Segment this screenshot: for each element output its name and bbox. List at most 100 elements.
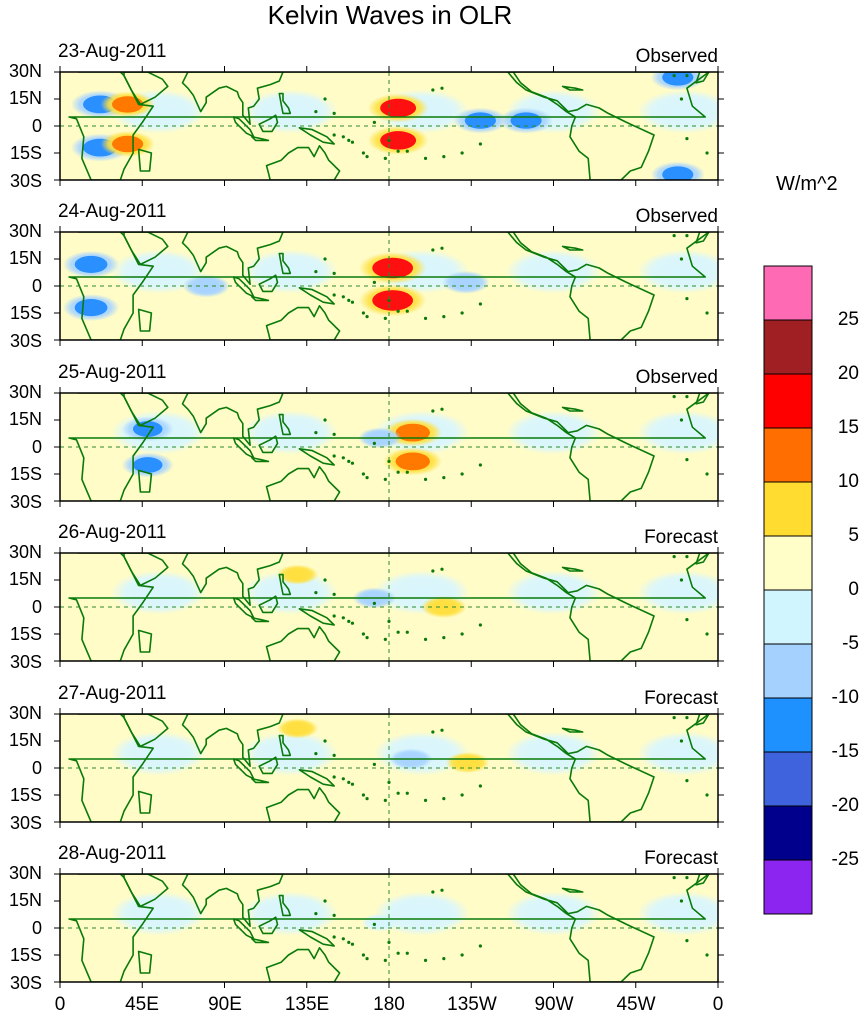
- anomaly-core: [380, 98, 417, 118]
- island: [314, 431, 318, 435]
- panel-field: [60, 714, 718, 822]
- coastline: [695, 232, 710, 244]
- coastline: [181, 393, 284, 447]
- island: [323, 257, 327, 261]
- y-tick-label: 0: [31, 918, 42, 938]
- y-tick-label: 0: [31, 276, 42, 296]
- background-anomaly: [571, 114, 668, 159]
- y-tick-label: 30N: [8, 382, 42, 402]
- coastline: [181, 72, 284, 125]
- x-tick-label: 90E: [208, 994, 242, 1015]
- coastline: [123, 393, 169, 427]
- anomaly-core: [395, 423, 430, 442]
- island: [314, 591, 318, 595]
- island: [685, 555, 689, 559]
- island: [679, 97, 684, 101]
- colorbar-label: 0: [848, 579, 859, 600]
- x-tick-label: 45E: [125, 994, 159, 1015]
- coastline: [298, 607, 336, 626]
- coastline: [695, 714, 710, 726]
- coastline: [251, 456, 270, 463]
- island: [440, 728, 444, 732]
- island: [350, 461, 355, 465]
- island: [478, 463, 482, 467]
- coastline: [258, 756, 279, 775]
- island: [460, 632, 464, 636]
- island: [705, 793, 709, 797]
- coastline: [181, 232, 284, 286]
- island: [387, 940, 391, 945]
- island: [350, 942, 355, 946]
- island: [365, 155, 369, 159]
- coastline: [68, 874, 710, 982]
- island: [350, 140, 355, 144]
- chart-title: Kelvin Waves in OLR: [267, 0, 513, 30]
- background-anomaly: [571, 435, 668, 480]
- island: [361, 311, 366, 315]
- island: [387, 459, 391, 463]
- anomaly-core: [452, 275, 479, 290]
- panel-status: Observed: [635, 206, 718, 227]
- coastline: [123, 72, 169, 106]
- island: [372, 120, 376, 124]
- island: [347, 298, 351, 302]
- island: [478, 784, 482, 788]
- island: [314, 110, 318, 114]
- background-anomaly: [176, 916, 273, 961]
- colorbar-swatch: [763, 481, 813, 537]
- background-anomaly: [60, 595, 141, 640]
- coastline: [251, 937, 270, 944]
- coastline: [695, 874, 710, 886]
- island: [431, 248, 435, 252]
- island: [332, 935, 336, 939]
- colorbar-swatch: [763, 805, 813, 861]
- island: [423, 798, 428, 803]
- coastline: [68, 553, 710, 661]
- anomaly-core: [380, 131, 417, 150]
- island: [332, 293, 336, 297]
- y-tick-label: 30N: [8, 863, 42, 883]
- island: [347, 459, 351, 463]
- coastline: [181, 714, 284, 768]
- background-anomaly: [637, 89, 718, 134]
- coastline: [68, 72, 710, 180]
- coastline: [258, 595, 279, 614]
- island: [361, 472, 366, 476]
- background-anomaly: [110, 891, 207, 936]
- island: [405, 309, 409, 313]
- anomaly-core: [132, 457, 163, 473]
- island: [314, 752, 318, 756]
- colorbar-label: 15: [837, 417, 859, 438]
- coastline: [251, 616, 270, 623]
- background-anomaly: [176, 114, 273, 159]
- colorbar-label: -10: [831, 687, 859, 708]
- island: [396, 951, 400, 955]
- background-anomaly: [60, 916, 141, 961]
- island: [383, 316, 387, 320]
- coastline: [695, 553, 710, 565]
- island: [405, 791, 409, 795]
- island: [685, 939, 689, 943]
- colorbar-swatch: [763, 697, 813, 753]
- island: [679, 739, 684, 743]
- island: [365, 957, 369, 961]
- background-anomaly: [505, 731, 602, 776]
- coastline: [278, 894, 292, 917]
- island: [679, 418, 684, 422]
- coastline: [298, 768, 336, 787]
- island: [405, 951, 409, 955]
- x-tick-label: 180: [373, 994, 405, 1015]
- background-anomaly: [571, 595, 668, 640]
- island: [672, 74, 676, 78]
- panel-status: Forecast: [644, 527, 718, 548]
- island: [685, 779, 689, 783]
- island: [423, 156, 428, 160]
- panel-status: Forecast: [644, 848, 718, 869]
- island: [314, 912, 318, 916]
- y-tick-label: 30S: [9, 652, 42, 672]
- anomaly-core: [286, 722, 309, 735]
- island: [679, 899, 684, 903]
- coastline: [251, 136, 270, 142]
- y-tick-label: 30S: [9, 813, 42, 833]
- background-anomaly: [637, 570, 718, 615]
